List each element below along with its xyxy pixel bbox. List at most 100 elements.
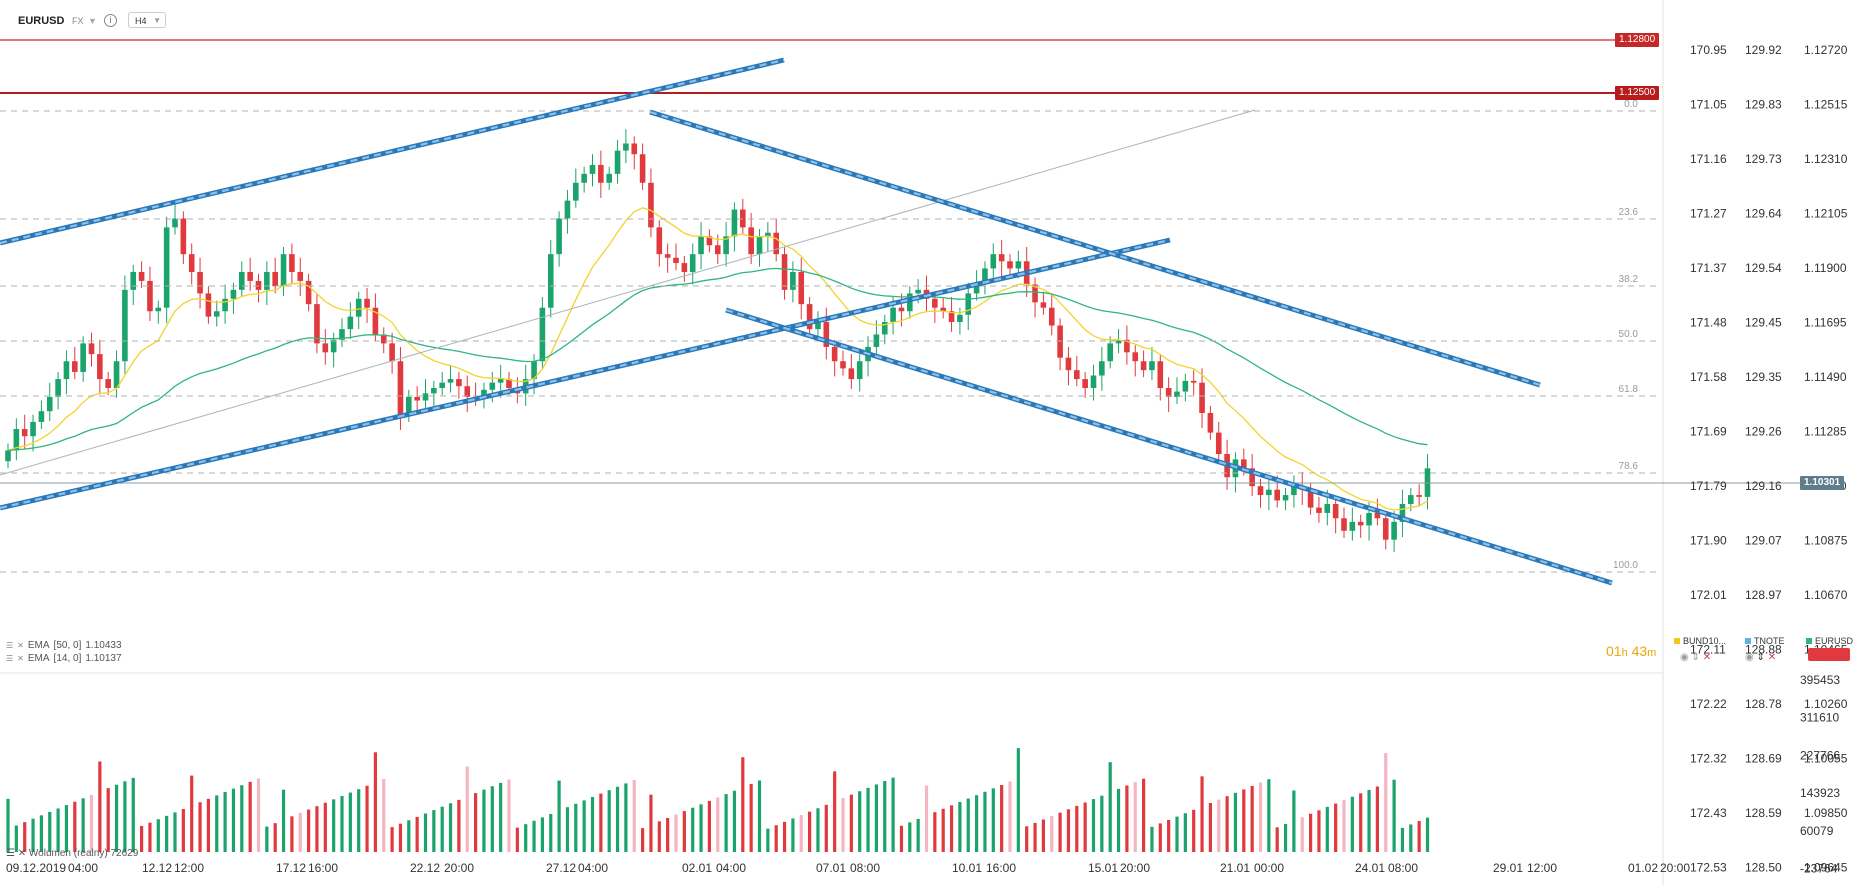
info-icon[interactable]: i [104, 14, 117, 27]
candle-body [1174, 391, 1180, 397]
level-tag-2[interactable]: 1.12500 [1615, 86, 1660, 100]
candle-body [1065, 357, 1072, 371]
time-axis-label: 17.12 [276, 861, 306, 875]
volume-bar [682, 811, 686, 852]
candle-body [1291, 486, 1297, 496]
instrument-tnote[interactable]: TNOTE [1745, 636, 1785, 646]
volume-bar [474, 793, 478, 852]
volume-bar [106, 788, 110, 852]
fibonacci-layer: 0.0 23.6 38.2 50.0 61.8 78.6 100.0 [0, 99, 1660, 573]
candle-body [297, 272, 304, 281]
timeframe-select[interactable]: H4 ▼ [128, 12, 166, 28]
instrument-eurusd-badge[interactable] [1808, 648, 1850, 661]
volume-bar [1217, 799, 1221, 852]
close-icon[interactable]: ✕ [1767, 652, 1777, 663]
volume-bar [1016, 748, 1020, 852]
volume-bar [323, 802, 327, 852]
volume-bar [340, 795, 344, 852]
candle-body [1374, 512, 1381, 519]
candle-body [188, 254, 195, 272]
settings-icon[interactable]: ☰ [6, 641, 14, 650]
candle-body [531, 361, 537, 380]
candle-body [1274, 489, 1280, 501]
indicator-params: [14, 0] [53, 653, 82, 664]
candle-body [289, 254, 295, 272]
volume-bar [624, 783, 628, 852]
volume-bar [949, 805, 954, 852]
volume-bar [1041, 819, 1045, 852]
instrument-bund-controls[interactable]: ◉ ⇕ ✕ [1680, 652, 1711, 663]
candle-body [714, 245, 721, 255]
time-axis-label: 20:00 [1660, 861, 1690, 875]
price-axis-label: 1.09850 [1804, 806, 1848, 820]
candle-body [481, 389, 487, 399]
candle-body [272, 272, 278, 287]
close-icon[interactable]: ✕ [17, 654, 24, 663]
close-icon[interactable]: ✕ [17, 641, 24, 650]
volume-bar [1050, 816, 1054, 852]
sort-icon[interactable]: ⇕ [1691, 652, 1700, 663]
indicator-ema14[interactable]: ☰ ✕ EMA [14, 0] 1.10137 [6, 652, 122, 665]
candle-body [681, 263, 688, 272]
volume-bar [866, 787, 870, 852]
eye-icon[interactable]: ◉ [1680, 652, 1689, 663]
price-axis-label: 172.32 [1690, 752, 1727, 766]
volume-bar [499, 782, 503, 852]
close-icon[interactable]: ✕ [17, 848, 27, 859]
sort-icon[interactable]: ⇕ [1756, 652, 1765, 663]
candle-body [264, 272, 270, 290]
volume-bar [1167, 820, 1171, 852]
volume-label: Wolumen [28, 848, 71, 859]
price-axis-label: 129.92 [1745, 43, 1782, 57]
symbol-label[interactable]: EURUSD [18, 15, 65, 27]
eye-icon[interactable]: ◉ [1745, 652, 1754, 663]
price-axis-label: 128.59 [1745, 806, 1782, 820]
price-axis-label: 129.45 [1745, 316, 1782, 330]
candle-body [1099, 361, 1105, 376]
instrument-tnote-controls[interactable]: ◉ ⇕ ✕ [1745, 652, 1776, 663]
volume-bar [632, 779, 636, 852]
candle-body [940, 307, 946, 312]
candle-body [147, 280, 153, 312]
level-tag-1[interactable]: 1.12800 [1615, 33, 1660, 47]
close-icon[interactable]: ✕ [1702, 652, 1712, 663]
timeframe-label: H4 [135, 16, 147, 26]
volume-bar [432, 810, 436, 852]
volume-bar [599, 793, 603, 852]
candle-body [497, 379, 504, 383]
channel-line [0, 58, 785, 245]
price-axis-label: 170.95 [1690, 43, 1727, 57]
volume-bar [140, 826, 144, 852]
chevron-down-icon[interactable]: ▼ [88, 16, 97, 26]
settings-icon[interactable]: ☰ [6, 654, 14, 663]
indicator-ema50[interactable]: ☰ ✕ EMA [50, 0] 1.10433 [6, 639, 122, 652]
candle-body [547, 254, 554, 308]
volume-bar [1192, 809, 1196, 852]
instrument-label: EURUSD [1815, 636, 1854, 646]
price-axis-label: 1.11490 [1804, 370, 1847, 384]
price-axis-label: 172.43 [1690, 806, 1727, 820]
volume-bar [908, 822, 912, 852]
price-axis-label: 1.11900 [1804, 261, 1847, 275]
settings-icon[interactable]: ☰ [6, 848, 15, 859]
volume-bar [440, 806, 444, 852]
fib-level-label: 50.0 [1619, 329, 1639, 340]
instrument-bund[interactable]: BUND10... [1674, 636, 1726, 646]
volume-bar [774, 825, 778, 852]
volume-bar [6, 798, 10, 852]
volume-bar [1384, 753, 1388, 852]
price-axis-label: 1.09645 [1804, 861, 1848, 875]
instrument-eurusd[interactable]: EURUSD [1806, 636, 1853, 646]
volume-bar [833, 771, 837, 852]
candle-body [355, 298, 362, 317]
volume-bar [941, 808, 945, 852]
candle-body [1282, 495, 1289, 501]
price-axis-label: 129.07 [1745, 534, 1782, 548]
chevron-down-icon: ▼ [153, 16, 161, 25]
candle-body [1316, 507, 1322, 513]
candle-body [1241, 459, 1247, 469]
candle-body [1357, 521, 1364, 526]
candle-body [623, 143, 629, 151]
time-axis-label: 00:00 [1254, 861, 1284, 875]
